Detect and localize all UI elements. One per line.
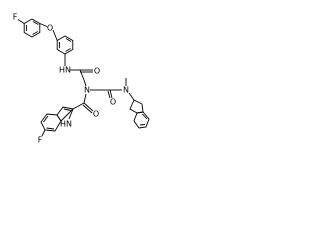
atom-label: O	[93, 110, 99, 119]
structure-diagram: F O HN O N O N O HN F	[13, 13, 150, 145]
atom-label: F	[38, 136, 43, 145]
atom-label: O	[94, 67, 100, 76]
bonds	[17, 18, 150, 137]
atom-label: O	[47, 24, 53, 33]
atom-label: N	[84, 86, 90, 95]
atom-label: HN	[59, 66, 71, 75]
atom-labels: F O HN O N O N O HN F	[13, 13, 129, 145]
atom-label: F	[13, 13, 18, 22]
atom-label: O	[110, 98, 116, 107]
atom-label: HN	[60, 120, 72, 129]
atom-label: N	[123, 86, 129, 95]
